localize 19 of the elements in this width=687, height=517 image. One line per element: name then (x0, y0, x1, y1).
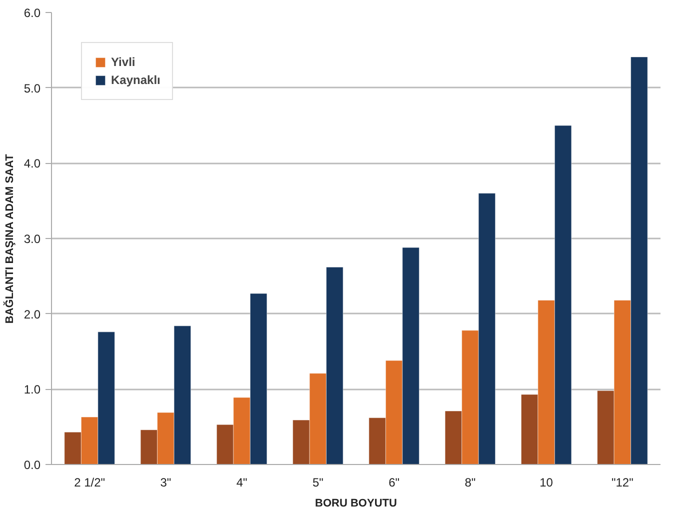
x-tick-label: 3" (160, 476, 172, 490)
y-tick-label: 3.0 (24, 232, 41, 246)
x-tick-label: 10 (540, 476, 554, 490)
legend-label: Yivli (111, 55, 136, 69)
x-tick-label: 6" (388, 476, 400, 490)
y-tick-label: 4.0 (24, 156, 41, 171)
y-axis-title: BAĞLANTI BAŞINA ADAM SAAT (2, 154, 16, 324)
x-tick-label: "12" (612, 476, 634, 490)
x-tick-label: 5" (312, 476, 324, 490)
legend-label: Kaynaklı (111, 73, 160, 87)
y-tick-label: 2.0 (24, 307, 41, 322)
x-tick-label: 4" (236, 476, 248, 490)
x-tick-label: 8" (464, 476, 476, 490)
y-tick-label: 0.0 (24, 458, 41, 472)
y-tick-label: 1.0 (24, 382, 41, 397)
x-axis-title: BORU BOYUTU (315, 498, 397, 510)
x-tick-label: 2 1/2" (74, 476, 106, 490)
y-tick-label: 6.0 (24, 6, 41, 20)
y-tick-label: 5.0 (24, 81, 41, 96)
